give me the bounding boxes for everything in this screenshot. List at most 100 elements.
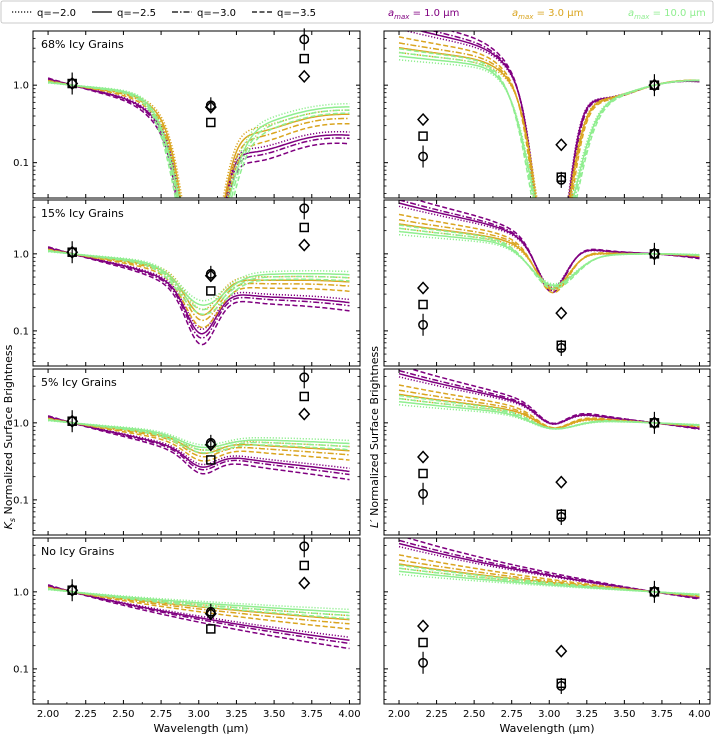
panel-left-0: 0.1 1.0 68% Icy Grains [13,28,361,199]
series-line [47,415,350,481]
obs-circle [299,34,310,45]
series-line [48,588,350,617]
y-tick-label: 1.0 [13,81,29,92]
series-line [398,51,700,198]
legend-label-q: q=−2.0 [37,8,76,19]
obs-square [418,468,428,479]
y-tick-label: 1.0 [13,249,29,260]
observations [66,535,311,634]
obs-diamond [66,583,79,597]
plot-frame [383,368,711,536]
left-y-axis-label: Ks Normalized Surface Brightness [2,344,17,529]
series-line [47,81,350,198]
observations [417,242,661,356]
obs-square [299,391,309,402]
x-tick-label: 2.25 [75,709,97,720]
ticks: 0.1 1.0 [13,369,360,535]
panel-title: 15% Icy Grains [41,207,124,220]
obs-diamond [298,238,311,252]
x-tick-label: 3.50 [263,709,285,720]
obs-diamond [648,247,661,261]
series-line [47,80,350,198]
legend-label-q: q=−2.5 [117,8,156,19]
series-group [47,246,350,346]
series-line [47,77,350,198]
obs-diamond [298,69,311,83]
series-line [398,369,700,430]
series-line [47,418,350,454]
panel-right-2 [383,368,711,536]
obs-diamond [204,438,217,452]
obs-square [556,678,567,689]
y-tick-label: 0.1 [13,664,29,675]
obs-square [206,286,216,296]
x-tick-label: 2.25 [425,709,447,720]
obs-diamond [66,245,79,259]
obs-square [556,172,567,182]
x-tick-label: 2.75 [150,709,172,720]
panel-left-2: 0.1 1.0 5% Icy Grains [13,366,361,536]
x-tick-label: 2.00 [37,709,59,720]
series-line [48,250,350,302]
series-line [47,587,350,625]
obs-circle [299,203,310,214]
series-line [430,31,700,198]
series-line [398,567,700,596]
obs-circle [299,541,310,552]
x-tick-label: 3.50 [613,709,635,720]
series-line [398,573,700,595]
series-line [47,586,350,630]
obs-circle [418,319,429,330]
series-line [48,419,350,449]
series-line [47,248,350,329]
panel-right-1 [383,199,711,367]
obs-square [206,117,216,128]
x-tick-label: 4.00 [688,709,710,720]
y-tick-label: 0.1 [13,495,29,506]
legend: q=−2.0 q=−2.5 q=−3.0 q=−3.5 amax = 1.0 μm ama… [0,0,714,24]
ticks: 0.1 1.0 [13,31,360,198]
series-line [48,81,350,198]
plot-frame [32,30,361,199]
legend-label-amax: amax = 1.0 μm [388,8,459,21]
panel-title: 5% Icy Grains [41,376,117,389]
obs-circle [418,657,429,668]
right-x-axis-label: Wavelength (μm) [499,722,594,735]
x-tick-label: 3.25 [225,709,247,720]
series-group [398,31,700,198]
obs-diamond [648,585,661,599]
series-line [47,584,350,645]
plot-frame [32,368,361,536]
observations [66,28,311,128]
series-line [403,31,700,198]
ticks [384,369,710,535]
plot-frame [32,537,361,705]
obs-square [418,131,428,141]
x-tick-label: 3.00 [538,709,560,720]
plot-frame [383,199,711,367]
obs-diamond [204,269,217,283]
left-x-axis-label: Wavelength (μm) [153,722,248,735]
obs-diamond [66,414,79,428]
series-line [47,415,350,476]
series-line [47,587,350,620]
y-tick-label: 1.0 [13,587,29,598]
obs-square [299,560,309,571]
obs-diamond [417,281,430,295]
series-group [47,584,350,650]
series-group [47,77,350,198]
series-line [47,246,350,339]
panel-title: No Icy Grains [41,545,115,558]
series-line [48,588,350,611]
obs-circle [418,151,429,162]
panels: 0.1 1.0 68% Icy Grains 0.1 1.0 15% Icy Grains… [13,28,711,720]
legend-label-amax: amax = 3.0 μm [512,8,583,21]
y-tick-label: 0.1 [13,326,29,337]
x-tick-label: 3.75 [651,709,673,720]
legend-label-q: q=−3.5 [277,8,316,19]
observations [66,366,311,465]
series-line [47,584,350,650]
observations [66,197,311,296]
series-line [398,213,700,294]
